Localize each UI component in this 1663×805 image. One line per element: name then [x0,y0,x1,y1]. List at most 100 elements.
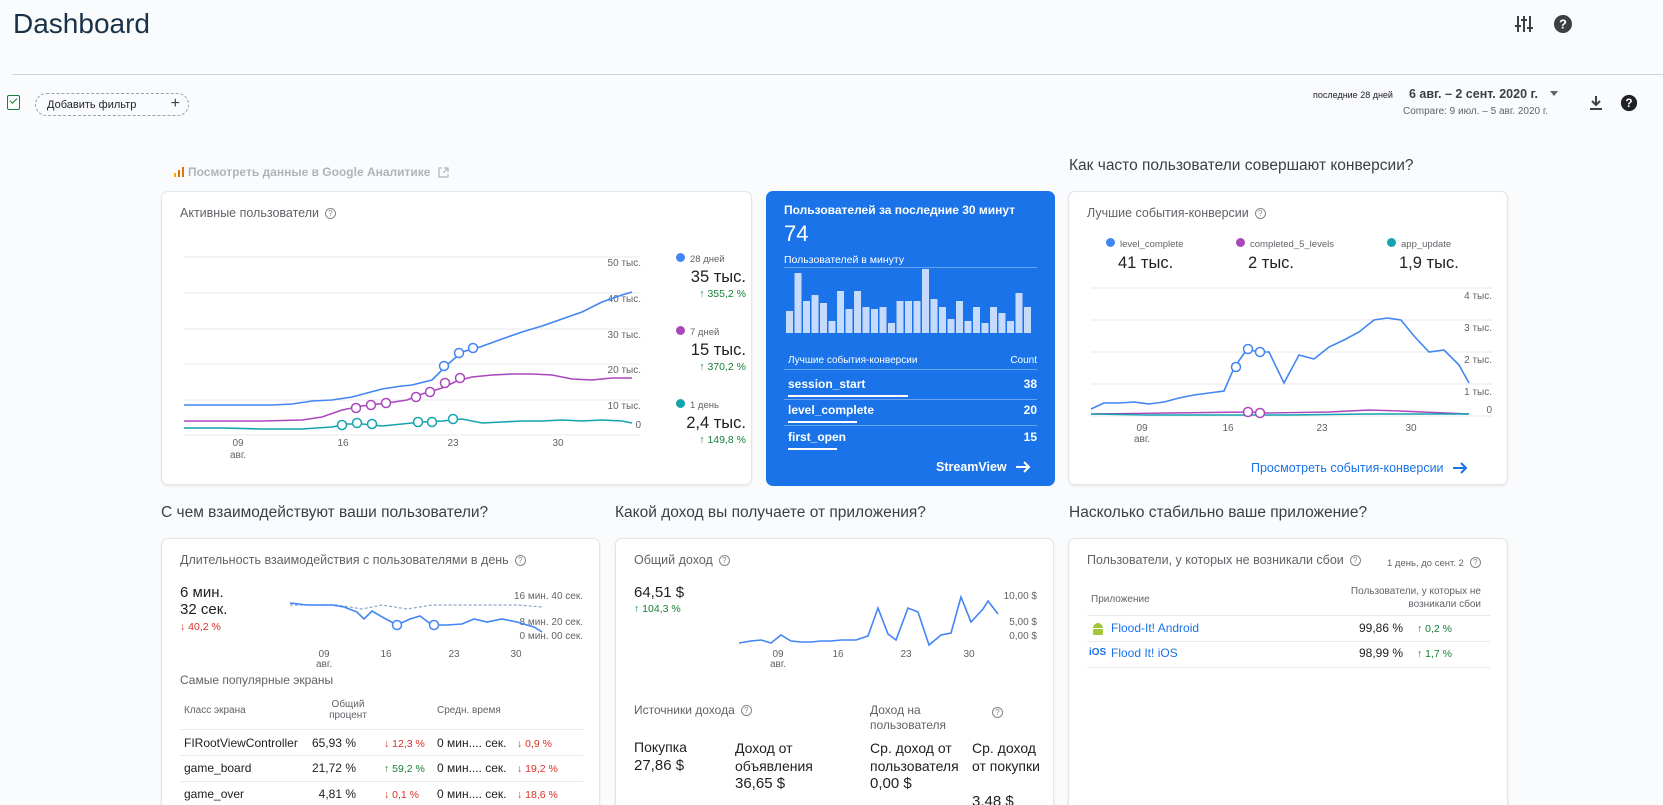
screen-name[interactable]: game_over [184,787,245,801]
minute-bar [871,309,878,333]
help-icon[interactable]: ? [1620,94,1638,117]
compare-checkbox-icon[interactable] [7,95,20,110]
engagement-series [289,602,543,633]
arrow-right-icon [1015,461,1031,473]
minute-bar [888,323,895,333]
event-bar [788,395,908,397]
legend-dot [676,326,685,335]
y-tick: 3 тыс. [1464,323,1492,334]
view-conversions-label: Просмотреть события-конверсии [1251,461,1444,475]
purchase-value: 27,86 $ [634,757,685,774]
sources-title: Источники дохода? [634,703,752,717]
event-name[interactable]: level_complete [788,403,875,417]
help-icon: ? [514,555,526,566]
screen-name[interactable]: game_board [184,761,252,775]
screens-title: Самые популярные экраны [180,673,334,687]
minute-bar [930,299,938,333]
minute-bar [939,307,946,333]
date-prefix: последние 28 дней [1313,90,1393,100]
pct-change: ↓ 0,1 % [384,789,420,801]
minute-bar [811,295,819,333]
app-link[interactable]: Flood-It! Android [1111,621,1200,635]
realtime-title: Пользователей за последние 30 минут [784,203,1016,217]
minute-bar [998,313,1006,333]
revenue-value: 64,51 $ [634,584,685,601]
ads-label: Доход от объявления [735,740,813,774]
add-filter-button[interactable]: Добавить фильтр + [35,93,189,116]
minute-bar [794,273,802,333]
minute-bar [828,321,836,333]
arpu-label: Ср. доход от пользователя [870,740,959,774]
engagement-card: Длительность взаимодействия с пользовате… [161,538,600,805]
compare-series [290,604,543,610]
app-change: ↑ 0,2 % [1417,623,1453,635]
x-month: авг. [230,450,246,461]
event-name[interactable]: first_open [788,430,847,444]
section-engagement: С чем взаимодействуют ваши пользователи? [161,504,489,521]
y-tick: 0,00 $ [1009,631,1037,642]
customize-icon[interactable] [1513,13,1535,35]
x-tick: 16 [1222,423,1234,434]
active-users-chart: 50 тыс. 40 тыс. 30 тыс. 20 тыс. 10 тыс. … [184,256,641,461]
x-tick: 09 [232,438,244,449]
realtime-card: Пользователей за последние 30 минут 74 П… [766,191,1055,486]
y-tick: 4 тыс. [1464,291,1492,302]
view-conversions-link[interactable]: Просмотреть события-конверсии [1251,461,1468,475]
compare-range: Compare: 9 июл. – 5 авг. 2020 г. [1403,106,1549,117]
pct-change: ↓ 12,3 % [384,738,425,750]
event-name[interactable]: session_start [788,377,866,391]
conversions-card: Лучшие события-конверсии? level_complete… [1068,191,1508,485]
x-tick: 30 [552,438,564,449]
help-icon[interactable]: ? [1552,13,1574,35]
revenue-chart: 10,00 $ 5,00 $ 0,00 $ 09 авг. 16 23 30 [738,591,1038,670]
y-tick: 5,00 $ [1009,617,1037,628]
app-link[interactable]: Flood It! iOS [1111,646,1178,660]
x-month: авг. [1134,434,1150,445]
y-tick: 30 тыс. [608,330,641,341]
help-icon[interactable]: ? [992,703,1003,721]
y-tick: 0 [1486,405,1492,416]
minute-bar [913,301,921,333]
x-tick: 30 [1405,423,1417,434]
event-bar [788,421,857,423]
app-change: ↑ 1,7 % [1417,648,1453,660]
y-tick: 0 мин. 00 сек. [520,631,584,642]
analytics-icon [174,167,184,177]
minute-bar [956,301,963,333]
screen-name[interactable]: FIRootViewController [184,736,298,750]
help-icon: ? [1469,557,1481,568]
svg-text:?: ? [1559,17,1567,32]
count-header: Count [1010,355,1037,366]
add-filter-label: Добавить фильтр [47,98,137,111]
arrow-right-icon [1452,462,1467,474]
stability-period: 1 день, до сент. 2? [1387,557,1481,569]
x-month: авг. [316,659,332,669]
header-divider [12,74,1663,75]
minute-bar [964,321,972,333]
external-link-icon [438,166,450,178]
plus-icon: + [170,95,180,112]
help-icon: ? [1349,555,1361,566]
screen-time: 0 мин.... сек. [437,736,507,750]
streamview-link[interactable]: StreamView [936,460,1031,474]
y-tick: 2 тыс. [1464,355,1492,366]
minute-bar [973,307,980,333]
minute-bar [1024,307,1031,333]
y-tick: 10,00 $ [1004,591,1038,602]
y-tick: 10 тыс. [608,401,641,412]
download-icon[interactable] [1588,95,1604,116]
chevron-down-icon[interactable] [1550,91,1558,96]
legend-app-update: app_update 1,9 тыс. [1387,238,1459,273]
ga-link[interactable]: Посмотреть данные в Google Аналитике [174,165,450,179]
help-icon: ? [740,705,752,716]
col-app: Приложение [1091,594,1150,605]
legend-1-day: 1 день 2,4 тыс. ↑ 149,8 % [676,399,746,446]
minute-bar [1007,321,1014,333]
minute-bar [1015,293,1023,333]
date-range-selector[interactable]: 6 авг. – 2 сент. 2020 г. [1409,87,1538,101]
streamview-label: StreamView [936,460,1007,474]
minute-bar [803,301,810,333]
android-icon [1091,622,1105,635]
minute-bar [837,291,844,333]
screen-time: 0 мин.... сек. [437,787,507,801]
